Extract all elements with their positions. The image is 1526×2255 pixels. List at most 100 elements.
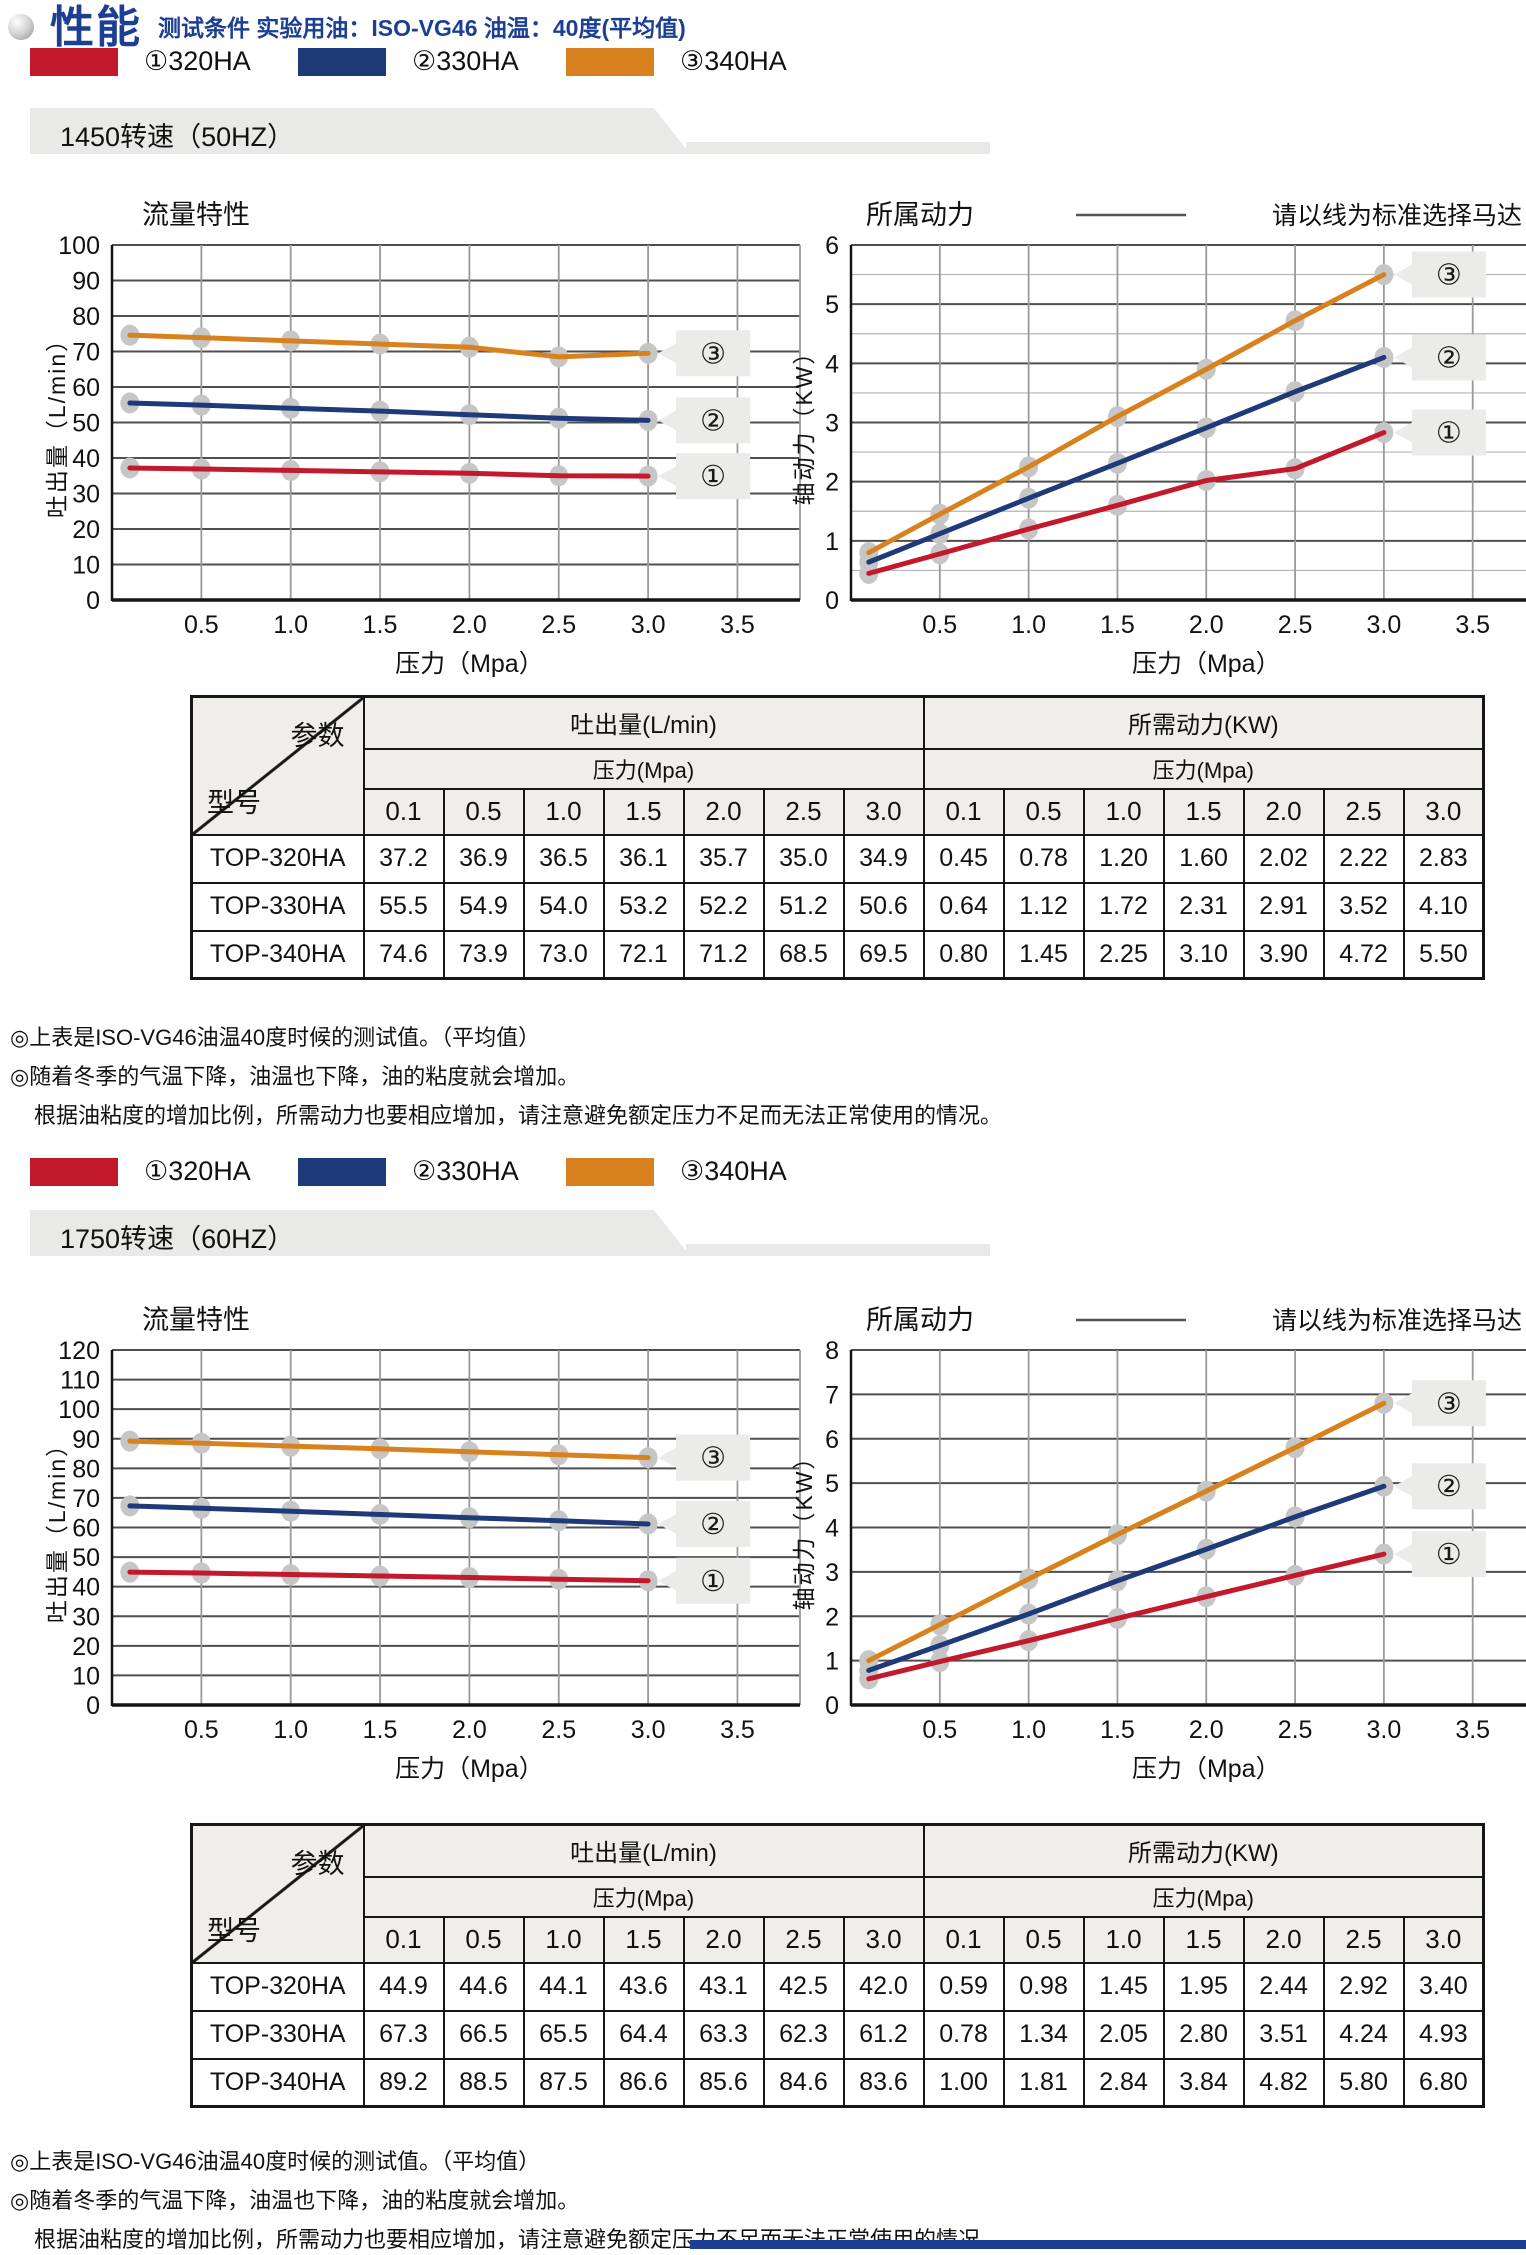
legend-row-50hz: ①320HA ②330HA ③340HA xyxy=(30,46,834,77)
power-value-cell: 1.34 xyxy=(1002,2009,1085,2060)
legend-swatch-navy xyxy=(298,47,386,76)
table-corner-cell: 参数 型号 xyxy=(190,1823,365,1964)
band-shape xyxy=(30,108,690,154)
y-axis-label: 吐出量（L/min） xyxy=(44,327,70,518)
svg-text:20: 20 xyxy=(72,516,100,544)
group-header-power: 所需动力(KW) xyxy=(922,1823,1485,1878)
svg-text:1.5: 1.5 xyxy=(363,1716,398,1744)
series-line-330HA xyxy=(866,1483,1387,1673)
power-value-cell: 4.82 xyxy=(1242,2057,1325,2108)
flow-value-cell: 54.9 xyxy=(442,881,525,932)
svg-text:30: 30 xyxy=(72,481,100,509)
svg-text:1.5: 1.5 xyxy=(363,611,398,639)
callout-①: ① xyxy=(658,1557,751,1604)
x-axis-label: 压力（Mpa） xyxy=(395,1755,544,1783)
pressure-column-header: 0.1 xyxy=(362,787,445,836)
legend-item-320ha: ①320HA xyxy=(30,1156,298,1187)
flow-value-cell: 44.1 xyxy=(522,1961,605,2012)
svg-text:②: ② xyxy=(1436,342,1462,374)
pressure-column-header: 1.5 xyxy=(602,787,685,836)
svg-text:0: 0 xyxy=(825,587,839,615)
svg-text:40: 40 xyxy=(72,445,100,473)
power-value-cell: 4.93 xyxy=(1402,2009,1485,2060)
note-line: ◎随着冬季的气温下降，油温也下降，油的粘度就会增加。 xyxy=(10,1064,580,1089)
pressure-column-header: 2.0 xyxy=(682,1915,765,1964)
pressure-subheader: 压力(Mpa) xyxy=(922,1875,1485,1918)
pressure-subheader: 压力(Mpa) xyxy=(362,747,925,790)
flow-value-cell: 63.3 xyxy=(682,2009,765,2060)
pressure-column-header: 1.5 xyxy=(1162,787,1245,836)
power-value-cell: 1.95 xyxy=(1162,1961,1245,2012)
svg-text:3.0: 3.0 xyxy=(631,611,666,639)
svg-text:1.0: 1.0 xyxy=(1011,1716,1046,1744)
legend-item-330ha: ②330HA xyxy=(298,1156,566,1187)
pressure-column-header: 1.0 xyxy=(522,787,605,836)
flow-value-cell: 43.6 xyxy=(602,1961,685,2012)
svg-text:2.5: 2.5 xyxy=(541,611,576,639)
flow-value-cell: 85.6 xyxy=(682,2057,765,2108)
legend-label: ②330HA xyxy=(412,1156,519,1186)
svg-text:1: 1 xyxy=(825,1648,839,1676)
callout-③: ③ xyxy=(658,330,751,377)
svg-text:2.0: 2.0 xyxy=(1189,1716,1224,1744)
page-header: 性能 测试条件 实验用油：ISO-VG46 油温：40度(平均值) xyxy=(8,6,686,50)
svg-text:10: 10 xyxy=(72,552,100,580)
power-value-cell: 1.81 xyxy=(1002,2057,1085,2108)
svg-text:70: 70 xyxy=(72,339,100,367)
power-value-cell: 0.78 xyxy=(1002,833,1085,884)
legend-item-340ha: ③340HA xyxy=(566,46,834,77)
flow-chart-50hz: 0 10 20 30 40 50 60 70 80 90 100 0.5 1.0 1.5 2.0 2.5 3.0… xyxy=(35,190,815,695)
svg-text:120: 120 xyxy=(58,1337,100,1365)
callout-③: ③ xyxy=(1393,251,1486,298)
callout-③: ③ xyxy=(658,1434,751,1481)
pressure-column-header: 3.0 xyxy=(842,787,925,836)
x-axis-label: 压力（Mpa） xyxy=(1132,1755,1281,1783)
band-strip xyxy=(686,142,990,154)
legend-label: ①320HA xyxy=(144,46,251,76)
svg-text:110: 110 xyxy=(60,1367,100,1395)
power-value-cell: 2.84 xyxy=(1082,2057,1165,2108)
flow-value-cell: 68.5 xyxy=(762,929,845,980)
legend-label: ③340HA xyxy=(680,46,787,76)
corner-label-model: 型号 xyxy=(207,787,261,818)
flow-value-cell: 34.9 xyxy=(842,833,925,884)
svg-text:2.0: 2.0 xyxy=(452,1716,487,1744)
pressure-column-header: 1.0 xyxy=(522,1915,605,1964)
flow-value-cell: 44.6 xyxy=(442,1961,525,2012)
svg-text:3.0: 3.0 xyxy=(631,1716,666,1744)
note-line: ◎上表是ISO-VG46油温40度时候的测试值。（平均值） xyxy=(10,2149,541,2174)
legend-item-340ha: ③340HA xyxy=(566,1156,834,1187)
svg-text:0.5: 0.5 xyxy=(922,611,957,639)
chart-svg: 0 1 2 3 4 5 6 0.5 1.0 1.5 2.0 2.5 3.0 3.5 所属动力 请以线为标准选择… xyxy=(791,200,1526,678)
power-value-cell: 2.22 xyxy=(1322,833,1405,884)
flow-value-cell: 54.0 xyxy=(522,881,605,932)
series-line-340HA xyxy=(866,1400,1387,1664)
flow-value-cell: 88.5 xyxy=(442,2057,525,2108)
group-header-flow: 吐出量(L/min) xyxy=(362,1823,925,1878)
x-axis-label: 压力（Mpa） xyxy=(395,650,544,678)
note-line: 根据油粘度的增加比例，所需动力也要相应增加，请注意避免额定压力不足而无法正常使用… xyxy=(34,1103,1003,1128)
model-name: TOP-330HA xyxy=(190,2009,365,2060)
flow-value-cell: 73.0 xyxy=(522,929,605,980)
band-strip xyxy=(686,1244,990,1256)
pressure-column-header: 2.0 xyxy=(1242,1915,1325,1964)
svg-text:1.5: 1.5 xyxy=(1100,1716,1135,1744)
flow-value-cell: 36.9 xyxy=(442,833,525,884)
svg-text:90: 90 xyxy=(72,268,100,296)
pressure-column-header: 1.5 xyxy=(1162,1915,1245,1964)
pressure-column-header: 2.5 xyxy=(1322,1915,1405,1964)
series-line-320HA xyxy=(127,1569,651,1584)
callout-②: ② xyxy=(1393,334,1486,381)
power-value-cell: 1.45 xyxy=(1082,1961,1165,2012)
flow-value-cell: 52.2 xyxy=(682,881,765,932)
flow-value-cell: 50.6 xyxy=(842,881,925,932)
flow-value-cell: 72.1 xyxy=(602,929,685,980)
chart-svg: 0 1 2 3 4 5 6 7 8 0.5 1.0 1.5 2.0 2.5 3.0 3.5 所属动力 请以线为标准… xyxy=(791,1305,1526,1783)
pressure-column-header: 0.1 xyxy=(362,1915,445,1964)
svg-text:①: ① xyxy=(700,1566,726,1598)
legend-swatch-orange xyxy=(566,47,654,76)
pressure-column-header: 1.0 xyxy=(1082,1915,1165,1964)
legend-label: ②330HA xyxy=(412,46,519,76)
power-value-cell: 0.45 xyxy=(922,833,1005,884)
band-shape xyxy=(30,1210,690,1256)
